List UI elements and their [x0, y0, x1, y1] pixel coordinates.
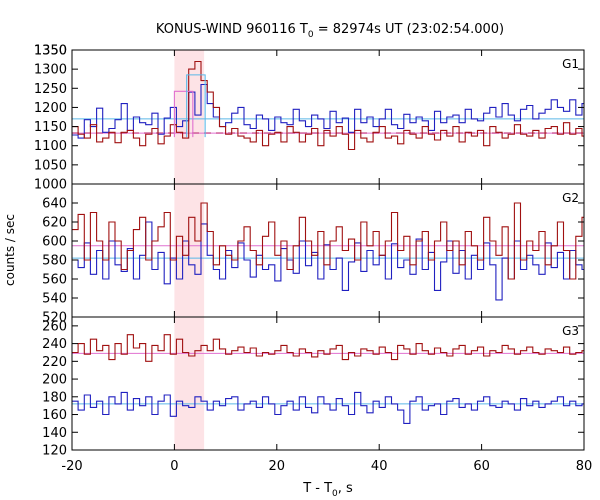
- y-tick-label: 640: [42, 197, 67, 212]
- fit-step: [186, 74, 206, 138]
- y-tick-label: 120: [42, 444, 67, 459]
- x-tick-label: 60: [473, 459, 490, 474]
- y-tick-label: 1000: [34, 178, 67, 193]
- y-tick-label: 1350: [34, 44, 67, 59]
- y-tick-label: 1100: [34, 139, 67, 154]
- y-tick-label: 1050: [34, 158, 67, 173]
- y-tick-label: 1300: [34, 63, 67, 78]
- panel-frame: [71, 183, 585, 318]
- y-tick-label: 180: [42, 390, 67, 405]
- x-tick-label: 20: [269, 459, 286, 474]
- y-tick-label: 520: [42, 311, 67, 326]
- x-tick-label: 40: [371, 459, 388, 474]
- fit-step: [173, 90, 194, 138]
- panel-frame: [71, 316, 585, 451]
- y-tick-label: 1250: [34, 82, 67, 97]
- y-tick-label: 1350: [34, 44, 67, 59]
- y-tick-label: 160: [42, 408, 67, 423]
- y-tick-label: 200: [42, 373, 67, 388]
- y-tick-label: 560: [42, 273, 67, 288]
- y-tick-label: 1150: [34, 120, 67, 135]
- y-axis-label: counts / sec: [3, 214, 17, 286]
- panel-label: G1: [562, 57, 579, 71]
- x-tick-label: -20: [61, 459, 82, 474]
- panel-frame: [71, 49, 585, 185]
- light-curve-series: [72, 60, 584, 151]
- y-tick-label: 240: [42, 337, 67, 352]
- light-curve-series: [72, 202, 584, 280]
- light-curve-series: [72, 221, 584, 301]
- y-tick-label: 620: [42, 216, 67, 231]
- y-tick-label: 260: [42, 319, 67, 334]
- chart-title: KONUS-WIND 960116 T0 = 82974s UT (23:02:…: [156, 22, 504, 40]
- panel-label: G2: [562, 191, 579, 205]
- light-curve-series: [72, 391, 584, 424]
- y-tick-label: 600: [42, 235, 67, 250]
- x-tick-label: 0: [170, 459, 178, 474]
- y-tick-label: 540: [42, 292, 67, 307]
- x-axis-label: T - T0, s: [302, 481, 353, 499]
- panel-label: G3: [562, 324, 579, 338]
- plot-area: 100010501100115012001250130013501350G152…: [34, 44, 592, 475]
- y-tick-label: 580: [42, 254, 67, 269]
- y-tick-label: 140: [42, 426, 67, 441]
- light-curve-series: [72, 334, 584, 362]
- y-tick-label: 220: [42, 355, 67, 370]
- y-tick-label: 1200: [34, 101, 67, 116]
- panel-g2: 520 540 560 580 600 620 640 G2: [42, 183, 585, 326]
- x-tick-label: 80: [576, 459, 593, 474]
- panel-g3: 120 140 160 180 200 220 240 260 G3: [42, 316, 585, 459]
